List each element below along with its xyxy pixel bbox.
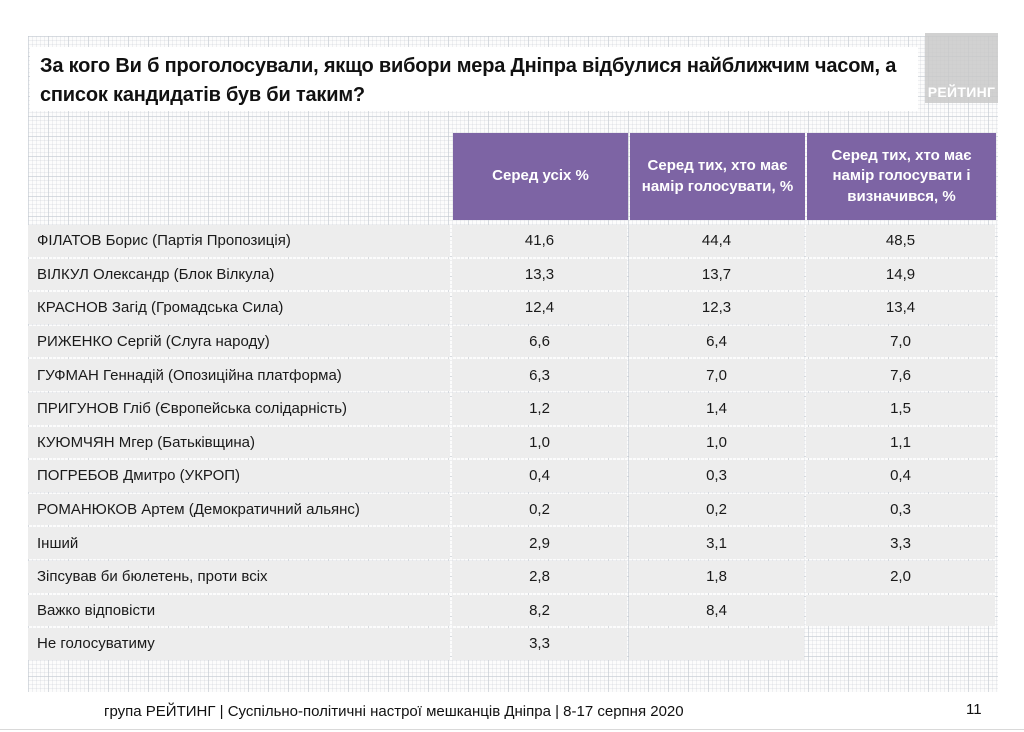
- value-cell: 1,0: [629, 426, 804, 459]
- row-label: Важко відповісти: [28, 594, 450, 627]
- value-cell: 44,4: [629, 225, 804, 257]
- row-label: Зіпсував би бюлетень, проти всіх: [28, 560, 450, 593]
- value-cell: 0,4: [806, 460, 995, 492]
- footer-source-text: група РЕЙТИНГ | Суспільно-політичні наст…: [104, 703, 684, 720]
- row-label: ГУФМАН Геннадій (Опозиційна платформа): [28, 359, 450, 391]
- value-cell: 1,2: [452, 392, 627, 425]
- value-cell: 2,0: [806, 560, 995, 593]
- table-row: ВІЛКУЛ Олександр (Блок Вілкула) 13,3 13,7 1…: [28, 258, 995, 291]
- table-row: ПРИГУНОВ Гліб (Європейська солідарність)…: [28, 392, 995, 425]
- row-label: КУЮМЧЯН Мгер (Батьківщина): [28, 426, 450, 459]
- page-number: 11: [966, 701, 982, 718]
- value-cell: 8,2: [452, 594, 627, 627]
- value-cell: [629, 628, 804, 660]
- value-cell: 2,8: [452, 560, 627, 593]
- table-row: Важко відповісти 8,2 8,4: [28, 594, 995, 627]
- column-header: Серед усіх %: [453, 133, 628, 220]
- value-cell: 0,2: [629, 493, 804, 526]
- table-row: РОМАНЮКОВ Артем (Демократичний альянс) 0,…: [28, 493, 995, 526]
- absent-cell: [806, 628, 995, 660]
- value-cell: 7,6: [806, 359, 995, 391]
- value-cell: 13,7: [629, 258, 804, 291]
- row-label: ПРИГУНОВ Гліб (Європейська солідарність): [28, 392, 450, 425]
- page-title-line-2: список кандидатів був би таким?: [40, 84, 365, 106]
- table-header-row: Серед усіх % Серед тих, хто має намір гол…: [453, 133, 996, 220]
- table-row: ФІЛАТОВ Борис (Партія Пропозиція) 41,6 44,…: [28, 225, 995, 257]
- value-cell: 14,9: [806, 258, 995, 291]
- value-cell: 8,4: [629, 594, 804, 627]
- table-row: ГУФМАН Геннадій (Опозиційна платформа) 6,…: [28, 359, 995, 391]
- page-title-line-1: За кого Ви б проголосували, якщо вибори …: [40, 55, 897, 77]
- rating-group-logo-text: РЕЙТИНГ: [927, 84, 996, 100]
- table-row: РИЖЕНКО Сергій (Слуга народу) 6,6 6,4 7,0: [28, 325, 995, 358]
- table-row: КУЮМЧЯН Мгер (Батьківщина) 1,0 1,0 1,1: [28, 426, 995, 459]
- value-cell: 3,3: [452, 628, 627, 660]
- row-label: ВІЛКУЛ Олександр (Блок Вілкула): [28, 258, 450, 291]
- value-cell: 1,8: [629, 560, 804, 593]
- value-cell: 7,0: [806, 325, 995, 358]
- table-row: КРАСНОВ Загід (Громадська Сила) 12,4 12,3 1…: [28, 292, 995, 324]
- value-cell: 7,0: [629, 359, 804, 391]
- value-cell: 3,3: [806, 527, 995, 559]
- table-row: Зіпсував би бюлетень, проти всіх 2,8 1,8 2,…: [28, 560, 995, 593]
- value-cell: 48,5: [806, 225, 995, 257]
- value-cell: 0,4: [452, 460, 627, 492]
- row-label: ФІЛАТОВ Борис (Партія Пропозиція): [28, 225, 450, 257]
- value-cell: 13,3: [452, 258, 627, 291]
- value-cell: 12,3: [629, 292, 804, 324]
- value-cell: 1,5: [806, 392, 995, 425]
- column-header: Серед тих, хто має намір голосувати і ви…: [807, 133, 996, 220]
- value-cell: 1,0: [452, 426, 627, 459]
- row-label: РИЖЕНКО Сергій (Слуга народу): [28, 325, 450, 358]
- value-cell: 3,1: [629, 527, 804, 559]
- row-label: КРАСНОВ Загід (Громадська Сила): [28, 292, 450, 324]
- column-header: Серед тих, хто має намір голосувати, %: [630, 133, 805, 220]
- value-cell: 0,2: [452, 493, 627, 526]
- row-label: Інший: [28, 527, 450, 559]
- value-cell: 12,4: [452, 292, 627, 324]
- value-cell: [806, 594, 995, 627]
- row-label: РОМАНЮКОВ Артем (Демократичний альянс): [28, 493, 450, 526]
- title-box: За кого Ви б проголосували, якщо вибори …: [30, 47, 918, 111]
- value-cell: 1,4: [629, 392, 804, 425]
- table-row: ПОГРЕБОВ Дмитро (УКРОП) 0,4 0,3 0,4: [28, 460, 995, 492]
- row-label: ПОГРЕБОВ Дмитро (УКРОП): [28, 460, 450, 492]
- table-row: Не голосуватиму 3,3: [28, 628, 995, 660]
- table-body: ФІЛАТОВ Борис (Партія Пропозиція) 41,6 44,…: [28, 225, 995, 662]
- value-cell: 6,6: [452, 325, 627, 358]
- bottom-divider: [0, 729, 1024, 730]
- value-cell: 13,4: [806, 292, 995, 324]
- value-cell: 0,3: [629, 460, 804, 492]
- value-cell: 0,3: [806, 493, 995, 526]
- value-cell: 41,6: [452, 225, 627, 257]
- value-cell: 6,4: [629, 325, 804, 358]
- value-cell: 6,3: [452, 359, 627, 391]
- rating-group-logo: РЕЙТИНГ: [925, 33, 998, 103]
- table-row: Інший 2,9 3,1 3,3: [28, 527, 995, 559]
- value-cell: 1,1: [806, 426, 995, 459]
- value-cell: 2,9: [452, 527, 627, 559]
- row-label: Не голосуватиму: [28, 628, 450, 660]
